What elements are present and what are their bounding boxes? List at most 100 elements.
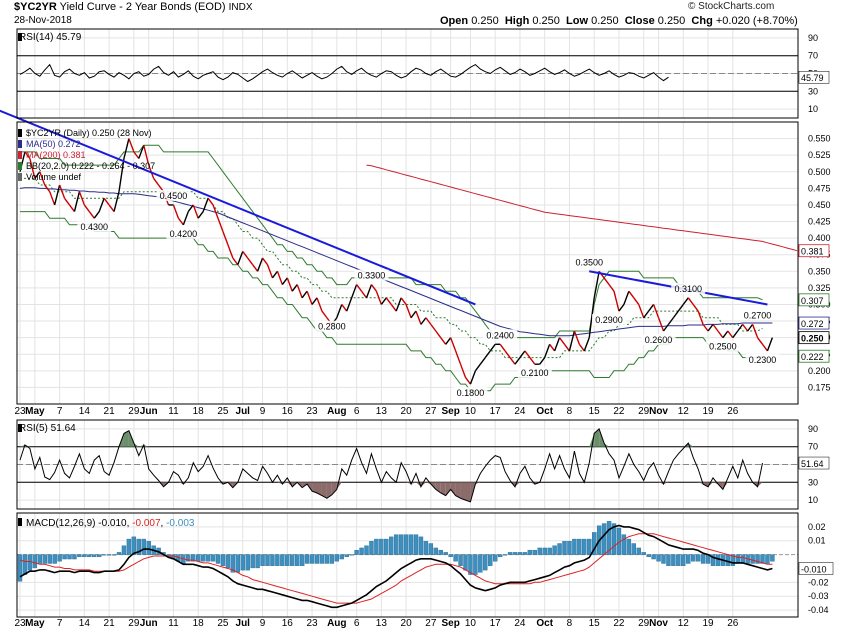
macd-histogram-bar: [319, 554, 325, 564]
macd-histogram-bar: [755, 554, 760, 564]
price-legend-item: Volume undef: [26, 172, 82, 182]
price-segment: [643, 310, 650, 319]
macd-histogram-bar: [587, 538, 592, 555]
macd-histogram-bar: [394, 534, 399, 555]
x-tick-label: 29: [638, 406, 650, 417]
price-segment: [261, 257, 269, 266]
price-segment: [321, 310, 328, 319]
macd-histogram-bar: [101, 554, 107, 556]
price-segment: [623, 290, 630, 305]
price-segment: [370, 284, 377, 292]
price-annotation: 0.2500: [709, 342, 737, 352]
price-annotation: 0.3500: [575, 257, 603, 267]
macd-histogram-bar: [195, 554, 201, 562]
oversold-fill: [510, 482, 515, 487]
macd-histogram-bar: [601, 523, 607, 555]
y-tick-label: -0.02: [808, 577, 829, 587]
price-segment: [618, 304, 625, 312]
macd-title: MACD(12,26,9) -0.010, -0.007, -0.003: [26, 518, 195, 529]
price-segment: [296, 284, 303, 299]
legend-swatch: [18, 162, 22, 170]
oversold-fill: [411, 482, 416, 485]
x-tick-label: 13: [376, 618, 388, 629]
macd-histogram-bar: [220, 554, 226, 566]
price-segment: [405, 304, 412, 318]
price-segment: [118, 158, 125, 192]
macd-histogram-bar: [17, 554, 23, 582]
x-tick-label: 29: [128, 618, 140, 629]
rsi5-title: RSI(5) 51.64: [19, 423, 76, 434]
price-segment: [504, 350, 511, 358]
price-segment: [469, 370, 477, 385]
x-tick-label: Aug: [327, 406, 346, 417]
macd-histogram-bar: [57, 554, 62, 562]
macd-histogram-bar: [695, 554, 701, 562]
quote-bar: Open 0.250 High 0.250 Low 0.250 Close 0.…: [440, 15, 798, 27]
price-segment: [662, 323, 670, 332]
macd-histogram-bar: [488, 554, 493, 566]
legend-swatch: [18, 151, 22, 159]
macd-histogram-bar: [686, 554, 691, 564]
oversold-fill: [460, 482, 466, 501]
macd-histogram-bar: [126, 538, 132, 555]
price-segment: [113, 191, 120, 212]
macd-histogram-bar: [398, 534, 404, 555]
x-tick-label: Jun: [140, 406, 158, 417]
legend-swatch: [18, 173, 22, 181]
macd-histogram-bar: [641, 552, 646, 555]
price-segment: [78, 191, 86, 206]
annotation-bg: [671, 282, 706, 294]
price-annotation: 0.4500: [160, 191, 188, 201]
macd-histogram-bar: [463, 554, 468, 571]
macd-histogram-bar: [547, 547, 552, 555]
price-segment: [98, 198, 105, 212]
price-segment: [39, 171, 46, 186]
price-last-label: 0.250: [801, 334, 824, 344]
rsi5-line: [19, 428, 763, 503]
macd-histogram-bar: [111, 554, 117, 556]
macd-histogram-bar: [453, 554, 458, 562]
y-tick-label: 0.475: [808, 183, 831, 193]
x-tick-label: May: [25, 618, 45, 629]
macd-histogram-bar: [715, 554, 721, 566]
x-tick-label: Sep: [441, 618, 459, 629]
x-tick-label: 26: [727, 618, 739, 629]
x-tick-label: 24: [514, 406, 526, 417]
x-tick-label: 27: [425, 618, 437, 629]
macd-histogram-bar: [230, 554, 236, 573]
macd-histogram-bar: [77, 554, 82, 558]
price-segment: [49, 191, 56, 206]
price-segment: [633, 297, 640, 305]
price-segment: [727, 330, 734, 339]
y-tick-label: 70: [808, 51, 818, 61]
oversold-fill: [312, 482, 317, 493]
price-segment: [256, 257, 264, 272]
price-segment: [638, 304, 645, 318]
x-tick-label: 23: [14, 406, 26, 417]
price-segment: [395, 297, 402, 312]
macd-histogram-bar: [666, 554, 671, 566]
oversold-fill: [455, 482, 461, 499]
macd-histogram-bar: [329, 554, 335, 564]
price-segment: [761, 343, 769, 352]
oversold-fill: [406, 482, 412, 485]
x-tick-label: Jul: [236, 618, 251, 629]
x-tick-label: 29: [128, 406, 140, 417]
price-segment: [291, 284, 298, 292]
price-annotation: 0.2400: [486, 330, 514, 340]
macd-histogram-bar: [52, 554, 57, 564]
x-tick-label: 17: [490, 406, 502, 417]
rsi14-title: RSI(14) 45.79: [19, 32, 82, 43]
x-tick-label: 9: [260, 618, 266, 629]
macd-histogram-bar: [275, 554, 280, 566]
macd-histogram-bar: [408, 534, 414, 555]
y-tick-label: 0.500: [808, 167, 831, 177]
last-box: [798, 331, 830, 345]
bb-upper-last-label: 0.307: [801, 296, 824, 306]
annotation-bg: [77, 221, 112, 233]
exchange: INDX: [228, 2, 253, 13]
price-segment: [83, 204, 90, 212]
price-segment: [514, 357, 521, 365]
y-tick-label: 0.175: [808, 382, 831, 392]
price-segment: [356, 284, 363, 292]
